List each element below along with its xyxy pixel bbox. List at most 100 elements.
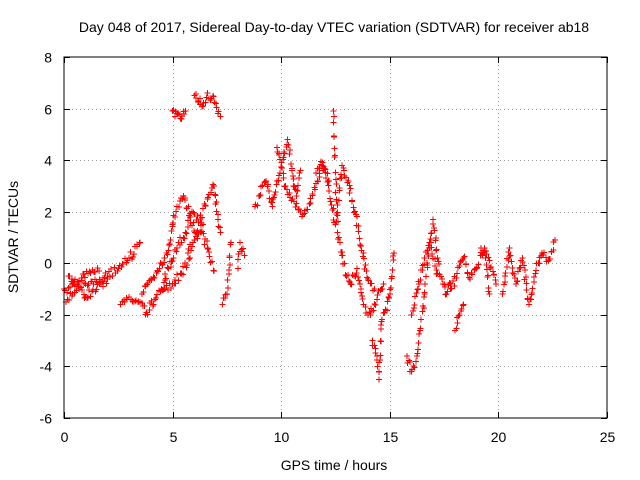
data-point [475, 261, 482, 268]
data-point [377, 338, 384, 345]
data-point [173, 244, 180, 251]
data-point [158, 286, 165, 293]
data-point [347, 280, 354, 287]
grid [64, 57, 607, 418]
data-point [350, 272, 357, 279]
y-tick-label: 4 [44, 153, 52, 169]
data-point [487, 265, 494, 272]
data-point [131, 250, 138, 257]
data-point [431, 227, 438, 234]
data-point [108, 265, 115, 272]
data-point [448, 285, 455, 292]
data-point [204, 90, 211, 97]
data-point [183, 230, 190, 237]
data-point [332, 221, 339, 228]
y-tick-label: -2 [40, 308, 53, 324]
data-point [184, 249, 191, 256]
data-point [347, 185, 354, 192]
data-point [332, 189, 339, 196]
data-point [404, 360, 411, 367]
data-point [173, 208, 180, 215]
data-point [463, 261, 470, 268]
data-point [66, 272, 73, 279]
data-point [330, 108, 337, 115]
data-point [379, 316, 386, 323]
data-point [241, 252, 248, 259]
data-point [81, 274, 88, 281]
data-point [191, 237, 198, 244]
data-point [422, 281, 429, 288]
data-point [454, 270, 461, 277]
data-point [126, 255, 133, 262]
data-point [412, 293, 419, 300]
data-point [63, 289, 70, 296]
data-point [155, 268, 162, 275]
data-point [371, 301, 378, 308]
data-point [331, 145, 338, 152]
data-point [140, 289, 147, 296]
data-point [485, 272, 492, 279]
data-point [509, 270, 516, 277]
data-point [514, 277, 521, 284]
data-point [467, 275, 474, 282]
data-point [200, 102, 207, 109]
data-point [194, 213, 201, 220]
data-point [458, 257, 465, 264]
data-point [334, 229, 341, 236]
data-point [144, 311, 151, 318]
data-point [435, 260, 442, 267]
data-point [346, 189, 353, 196]
data-point [100, 278, 107, 285]
data-point [460, 255, 467, 262]
data-point [257, 192, 264, 199]
data-point [523, 287, 530, 294]
data-point [334, 201, 341, 208]
data-point [325, 188, 332, 195]
data-point [92, 268, 99, 275]
data-point [334, 212, 341, 219]
y-tick-label: 0 [44, 256, 52, 272]
data-point [428, 244, 435, 251]
data-point [364, 274, 371, 281]
data-point [314, 178, 321, 185]
data-point [389, 266, 396, 273]
data-point [516, 265, 523, 272]
data-point [521, 266, 528, 273]
data-point [285, 142, 292, 149]
data-point [339, 162, 346, 169]
data-point [383, 307, 390, 314]
data-point [143, 281, 150, 288]
data-point [210, 267, 217, 274]
data-point [293, 193, 300, 200]
x-tick-label: 20 [491, 429, 507, 445]
data-point [291, 183, 298, 190]
data-point [346, 182, 353, 189]
data-point [165, 265, 172, 272]
data-point [525, 301, 532, 308]
data-point [175, 111, 182, 118]
data-point [357, 242, 364, 249]
data-point [374, 292, 381, 299]
data-point [219, 301, 226, 308]
data-point [433, 246, 440, 253]
data-point [211, 191, 218, 198]
data-point [312, 170, 319, 177]
data-point [127, 249, 134, 256]
data-point [339, 252, 346, 259]
data-point [486, 257, 493, 264]
data-point [184, 261, 191, 268]
data-point [502, 270, 509, 277]
data-point [129, 297, 136, 304]
data-point [189, 239, 196, 246]
data-point [419, 262, 426, 269]
data-point [527, 296, 534, 303]
data-point [331, 153, 338, 160]
data-point [429, 250, 436, 257]
data-point [341, 260, 348, 267]
data-point [280, 175, 287, 182]
data-point [200, 221, 207, 228]
data-point [356, 242, 363, 249]
data-point [93, 286, 100, 293]
